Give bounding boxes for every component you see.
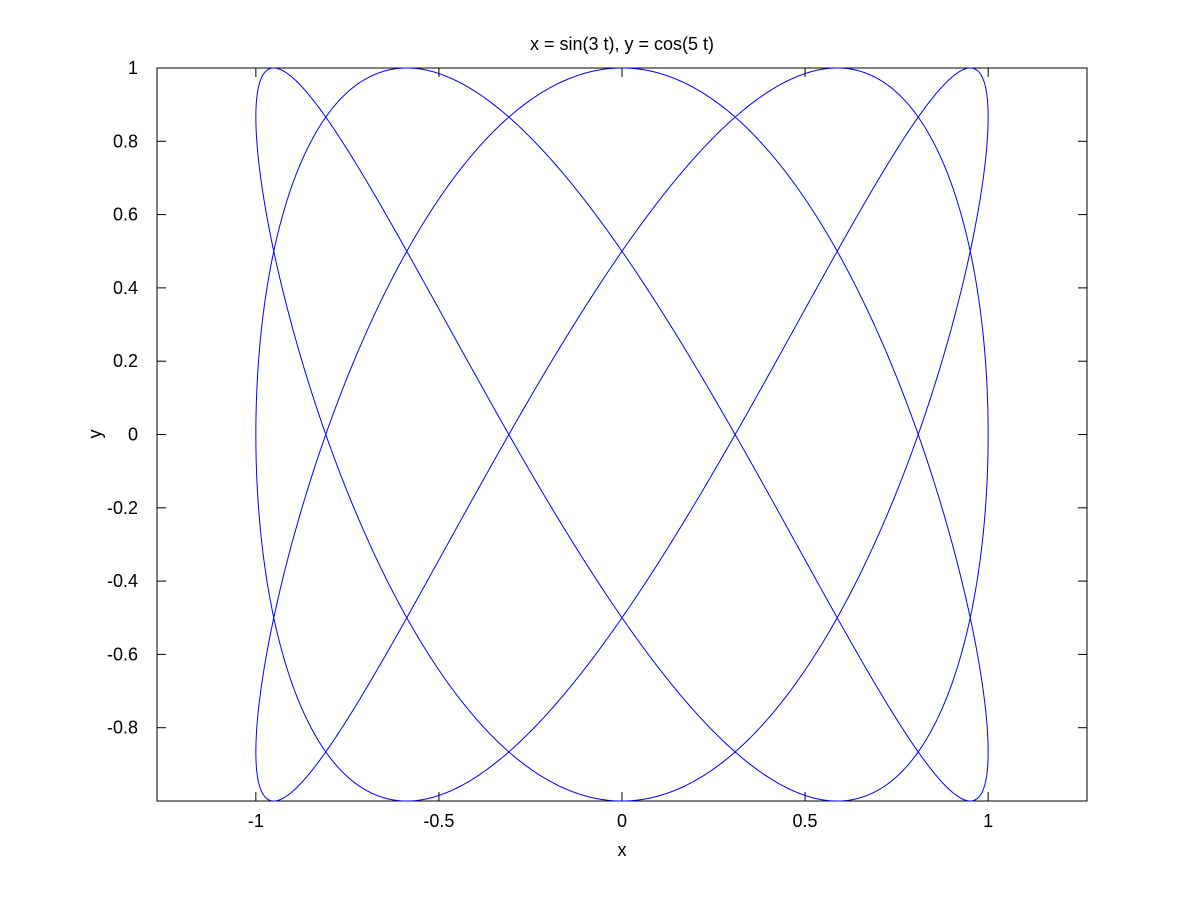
y-tick-label: 0.2 [113,351,138,371]
y-tick-label: 0.4 [113,278,138,298]
x-tick-label: -0.5 [423,811,454,831]
x-tick-label: 0 [617,811,627,831]
plot-area [156,67,1088,802]
y-ticks: -0.8 -0.6 -0.4 -0.2 0 0.2 0.4 0.6 0.8 1 [107,58,1087,738]
x-axis-label: x [618,840,627,860]
y-tick-label: 0 [128,425,138,445]
y-tick-label: 0.8 [113,131,138,151]
y-tick-label: -0.2 [107,498,138,518]
y-tick-label: -0.6 [107,644,138,664]
x-tick-label: 1 [983,811,993,831]
y-tick-label: 1 [128,58,138,78]
x-tick-label: -1 [248,811,264,831]
x-tick-label: 0.5 [793,811,818,831]
y-tick-label: -0.4 [107,571,138,591]
y-axis-label: y [85,430,105,439]
x-ticks: -1 -0.5 0 0.5 1 [248,68,993,831]
y-tick-label: -0.8 [107,718,138,738]
chart-title: x = sin(3 t), y = cos(5 t) [530,34,714,54]
y-tick-label: 0.6 [113,205,138,225]
